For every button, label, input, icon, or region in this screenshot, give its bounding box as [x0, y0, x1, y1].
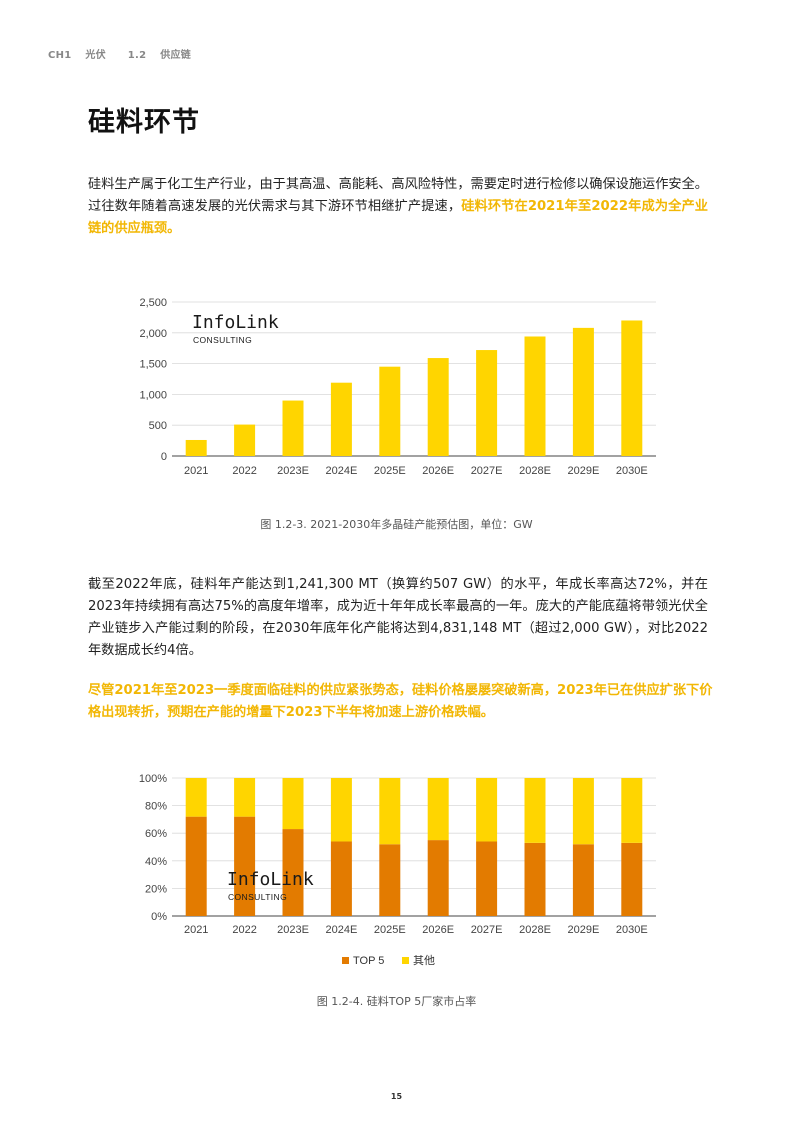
bar	[621, 320, 643, 456]
bar	[185, 439, 207, 456]
bar-top5	[476, 841, 498, 916]
y-tick-label: 40%	[145, 856, 167, 868]
bar	[524, 336, 546, 456]
bar-other	[379, 778, 401, 845]
market-share-stacked-chart: 0% 20% 40% 60% 80% 100% 2021 2022 2023E 2024E 2025…	[139, 773, 656, 967]
bar-top5	[427, 840, 449, 916]
paragraph-1-highlight: 硅料环节在2021年至2022年成为全产业链的供应瓶颈。	[88, 199, 708, 236]
bar-other	[572, 778, 594, 845]
chart1-caption: 图 1.2-3. 2021-2030年多晶硅产能预估图，单位：GW	[260, 518, 533, 531]
y-tick-label: 2,000	[139, 328, 167, 340]
paragraph-1: 硅料生产属于化工生产行业，由于其高温、高能耗、高风险特性，需要定时进行检修以确保…	[88, 174, 708, 240]
chart2-caption: 图 1.2-4. 硅料TOP 5厂家市占率	[316, 995, 477, 1008]
bar-other	[282, 778, 304, 830]
y-tick-label: 80%	[145, 801, 167, 813]
x-tick-label: 2026E	[422, 465, 454, 477]
header-chapter-name: 光伏	[85, 50, 106, 61]
x-tick-label: 2021	[184, 924, 208, 936]
x-tick-label: 2025E	[374, 465, 406, 477]
x-tick-label: 2024E	[325, 924, 357, 936]
bar	[282, 400, 304, 456]
bar-other	[234, 778, 256, 817]
x-tick-label: 2030E	[616, 465, 648, 477]
x-tick-label: 2025E	[374, 924, 406, 936]
capacity-bar-chart: 0 500 1,000 1,500 2,000 2,500 2021 2022 2023E 202…	[139, 297, 656, 477]
x-tick-label: 2030E	[616, 924, 648, 936]
y-tick-label: 1,500	[139, 359, 167, 371]
bar	[330, 382, 352, 456]
bar-top5	[524, 842, 546, 916]
bar-other	[330, 778, 352, 842]
bar-other	[524, 778, 546, 843]
paragraph-2: 截至2022年底，硅料年产能达到1,241,300 MT（换算约507 GW）的…	[88, 577, 708, 658]
bar	[234, 424, 256, 456]
legend-label-other: 其他	[413, 954, 435, 967]
x-tick-label: 2022	[232, 465, 256, 477]
x-tick-label: 2028E	[519, 924, 551, 936]
bar	[476, 350, 498, 456]
y-tick-label: 100%	[139, 773, 167, 785]
x-tick-label: 2029E	[567, 465, 599, 477]
x-tick-label: 2023E	[277, 465, 309, 477]
page-number: 15	[390, 1092, 403, 1101]
y-tick-label: 1,000	[139, 389, 167, 401]
x-tick-label: 2027E	[471, 465, 503, 477]
logo-text: InfoLink	[227, 869, 314, 890]
y-tick-label: 0	[161, 451, 167, 463]
paragraph-1-text: 硅料生产属于化工生产行业，由于其高温、高能耗、高风险特性，需要定时进行检修以确保…	[88, 177, 708, 214]
x-tick-label: 2022	[232, 924, 256, 936]
legend-label-top5: TOP 5	[353, 955, 384, 967]
legend-swatch-other	[402, 957, 409, 964]
legend-swatch-top5	[342, 957, 349, 964]
y-tick-label: 0%	[151, 911, 167, 923]
y-tick-label: 20%	[145, 883, 167, 895]
bar	[379, 366, 401, 456]
bar	[572, 327, 594, 456]
logo-subtext: CONSULTING	[193, 335, 252, 345]
x-tick-label: 2028E	[519, 465, 551, 477]
x-tick-label: 2023E	[277, 924, 309, 936]
bar-other	[185, 778, 207, 817]
running-header: CH1 光伏 1.2 供应链	[48, 46, 201, 61]
bar-top5	[282, 829, 304, 916]
x-tick-label: 2021	[184, 465, 208, 477]
paragraph-3-highlight: 尽管2021年至2023一季度面临硅料的供应紧张势态，硅料价格屡屡突破新高，20…	[88, 683, 713, 720]
page-title: 硅料环节	[88, 107, 200, 138]
bar-other	[621, 778, 643, 843]
bar-top5	[572, 844, 594, 916]
x-tick-label: 2026E	[422, 924, 454, 936]
bar	[427, 358, 449, 456]
header-section-name: 供应链	[160, 50, 192, 61]
bar-other	[476, 778, 498, 842]
header-chapter: CH1	[48, 50, 72, 61]
logo-subtext: CONSULTING	[228, 892, 287, 902]
y-tick-label: 500	[149, 420, 167, 432]
y-tick-label: 60%	[145, 828, 167, 840]
bar-top5	[379, 844, 401, 916]
logo-text: InfoLink	[192, 312, 279, 333]
bar-top5	[621, 842, 643, 916]
bar-other	[427, 778, 449, 841]
bar-top5	[234, 816, 256, 916]
x-tick-label: 2027E	[471, 924, 503, 936]
y-tick-label: 2,500	[139, 297, 167, 309]
bar-top5	[185, 816, 207, 916]
x-tick-label: 2029E	[567, 924, 599, 936]
bar-top5	[330, 841, 352, 916]
header-section: 1.2	[127, 50, 147, 61]
x-tick-label: 2024E	[325, 465, 357, 477]
